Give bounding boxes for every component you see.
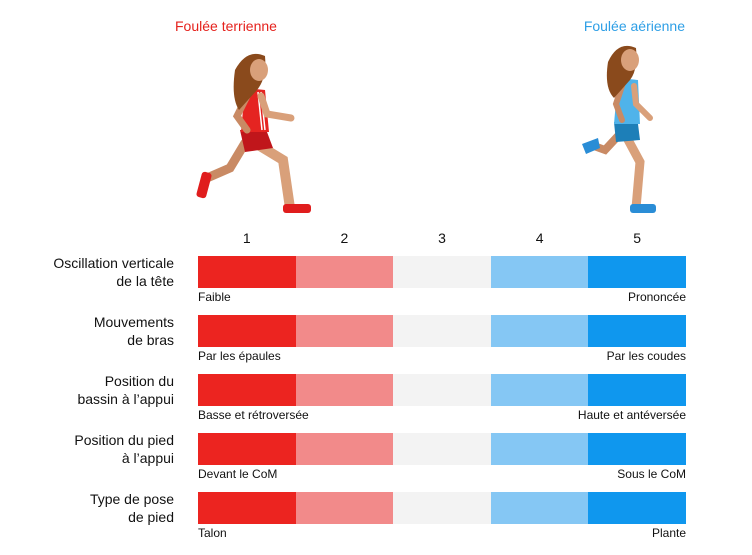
segment-1 bbox=[198, 256, 296, 288]
segment-4 bbox=[490, 433, 589, 465]
segment-5 bbox=[588, 374, 686, 406]
row-label-line2: de pied bbox=[128, 509, 174, 525]
scale-bar bbox=[198, 433, 686, 465]
row-label: Position du bassin à l’appui bbox=[10, 372, 174, 408]
right-end-label: Plante bbox=[651, 526, 686, 540]
scale-bar bbox=[198, 256, 686, 288]
title-right: Foulée aérienne bbox=[583, 18, 685, 34]
scale-number-5: 5 bbox=[633, 230, 642, 246]
title-left: Foulée terrienne bbox=[175, 18, 277, 34]
row-label-line1: Mouvements bbox=[93, 314, 174, 330]
segment-2 bbox=[295, 315, 394, 347]
right-end-label: Prononcée bbox=[627, 290, 686, 304]
left-end-label: Faible bbox=[198, 290, 231, 304]
row-foot-strike-type: Type de pose de pied Talon Plante bbox=[0, 490, 752, 548]
scale-numbers: 1 2 3 4 5 bbox=[198, 230, 686, 248]
segment-3 bbox=[393, 433, 491, 465]
left-end-label: Par les épaules bbox=[198, 349, 281, 363]
left-end-label: Devant le CoM bbox=[198, 467, 278, 481]
segment-4 bbox=[490, 315, 589, 347]
runner-aerial-figure bbox=[582, 45, 656, 213]
segment-1 bbox=[198, 374, 296, 406]
segment-3 bbox=[393, 256, 491, 288]
row-label-line1: Oscillation verticale bbox=[53, 255, 174, 271]
row-arm-movements: Mouvements de bras Par les épaules Par l… bbox=[0, 313, 752, 371]
segment-2 bbox=[295, 433, 394, 465]
row-label: Position du pied à l’appui bbox=[10, 431, 174, 467]
row-label-line2: bassin à l’appui bbox=[77, 391, 174, 407]
row-label-line2: de bras bbox=[127, 332, 174, 348]
left-end-label: Talon bbox=[198, 526, 227, 540]
scale-number-1: 1 bbox=[242, 230, 251, 246]
segment-1 bbox=[198, 315, 296, 347]
row-label: Oscillation verticale de la tête bbox=[10, 254, 174, 290]
row-label-line1: Position du bbox=[104, 373, 174, 389]
segment-4 bbox=[490, 374, 589, 406]
row-foot-position: Position du pied à l’appui Devant le CoM… bbox=[0, 431, 752, 489]
segment-5 bbox=[588, 315, 686, 347]
row-pelvis-position: Position du bassin à l’appui Basse et ré… bbox=[0, 372, 752, 430]
row-label: Mouvements de bras bbox=[10, 313, 174, 349]
row-label-line2: de la tête bbox=[116, 273, 174, 289]
scale-number-4: 4 bbox=[535, 230, 544, 246]
row-label-line1: Type de pose bbox=[89, 491, 174, 507]
scale-bar bbox=[198, 492, 686, 524]
segment-1 bbox=[198, 433, 296, 465]
segment-3 bbox=[393, 374, 491, 406]
segment-2 bbox=[295, 374, 394, 406]
right-end-label: Sous le CoM bbox=[617, 467, 686, 481]
segment-5 bbox=[588, 256, 686, 288]
segment-4 bbox=[490, 492, 589, 524]
segment-3 bbox=[393, 315, 491, 347]
segment-2 bbox=[295, 256, 394, 288]
scale-number-2: 2 bbox=[340, 230, 349, 246]
scale-bar bbox=[198, 315, 686, 347]
runner-terrestrial-figure bbox=[196, 53, 311, 213]
segment-1 bbox=[198, 492, 296, 524]
right-end-label: Par les coudes bbox=[606, 349, 686, 363]
segment-5 bbox=[588, 433, 686, 465]
scale-number-3: 3 bbox=[438, 230, 446, 246]
row-head-oscillation: Oscillation verticale de la tête Faible … bbox=[0, 254, 752, 312]
row-label-line1: Position du pied bbox=[74, 432, 174, 448]
segment-5 bbox=[588, 492, 686, 524]
segment-3 bbox=[393, 492, 491, 524]
left-end-label: Basse et rétroversée bbox=[198, 408, 309, 422]
row-label-line2: à l’appui bbox=[121, 450, 174, 466]
right-end-label: Haute et antéversée bbox=[577, 408, 686, 422]
scale-bar bbox=[198, 374, 686, 406]
segment-4 bbox=[490, 256, 589, 288]
row-label: Type de pose de pied bbox=[10, 490, 174, 526]
segment-2 bbox=[295, 492, 394, 524]
